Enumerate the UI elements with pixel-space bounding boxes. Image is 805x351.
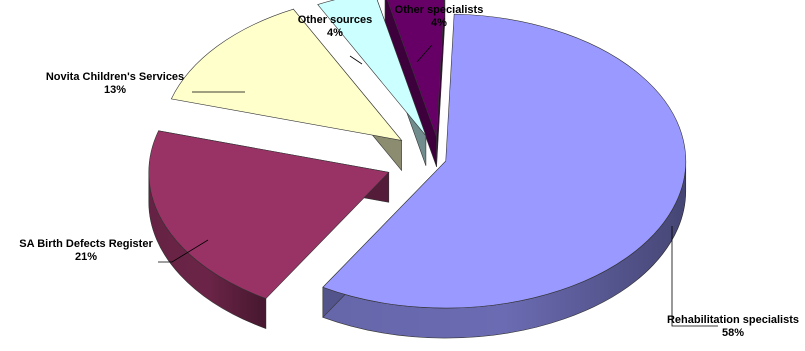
leader-line	[671, 226, 718, 327]
slice-top-face	[170, 8, 403, 141]
leader-line	[349, 55, 363, 65]
leader-lines	[158, 44, 718, 327]
slice-side-shading	[322, 161, 686, 339]
data-label-category: Other sources	[298, 14, 373, 26]
leader-line	[416, 44, 433, 63]
pie-slice-novita-children-s-services	[170, 8, 403, 172]
pie-slice-sa-birth-defects-register	[148, 130, 390, 329]
leader-line	[158, 239, 209, 263]
slice-top-face	[387, 0, 445, 137]
data-label-category: Rehabilitation specialists	[667, 314, 799, 326]
data-label-category: Other specialists	[395, 4, 484, 16]
data-label-value: 21%	[75, 251, 97, 263]
data-label-category: Novita Children's Services	[46, 71, 184, 83]
pie-slice-other-specialists	[384, 0, 446, 167]
pie-slice-rehabilitation-specialists	[322, 13, 687, 339]
slice-top-face	[317, 0, 427, 136]
slices-layer	[148, 0, 687, 339]
slice-side-shading	[148, 172, 266, 329]
data-label-value: 58%	[722, 327, 744, 339]
pie-slice-other-sources	[317, 0, 427, 166]
slice-top-face	[322, 13, 687, 309]
data-label-value: 4%	[327, 27, 343, 39]
data-label-value: 13%	[104, 84, 126, 96]
slice-top-face	[148, 130, 390, 299]
data-label-value: 4%	[431, 17, 447, 29]
data-label-category: SA Birth Defects Register	[19, 238, 153, 250]
